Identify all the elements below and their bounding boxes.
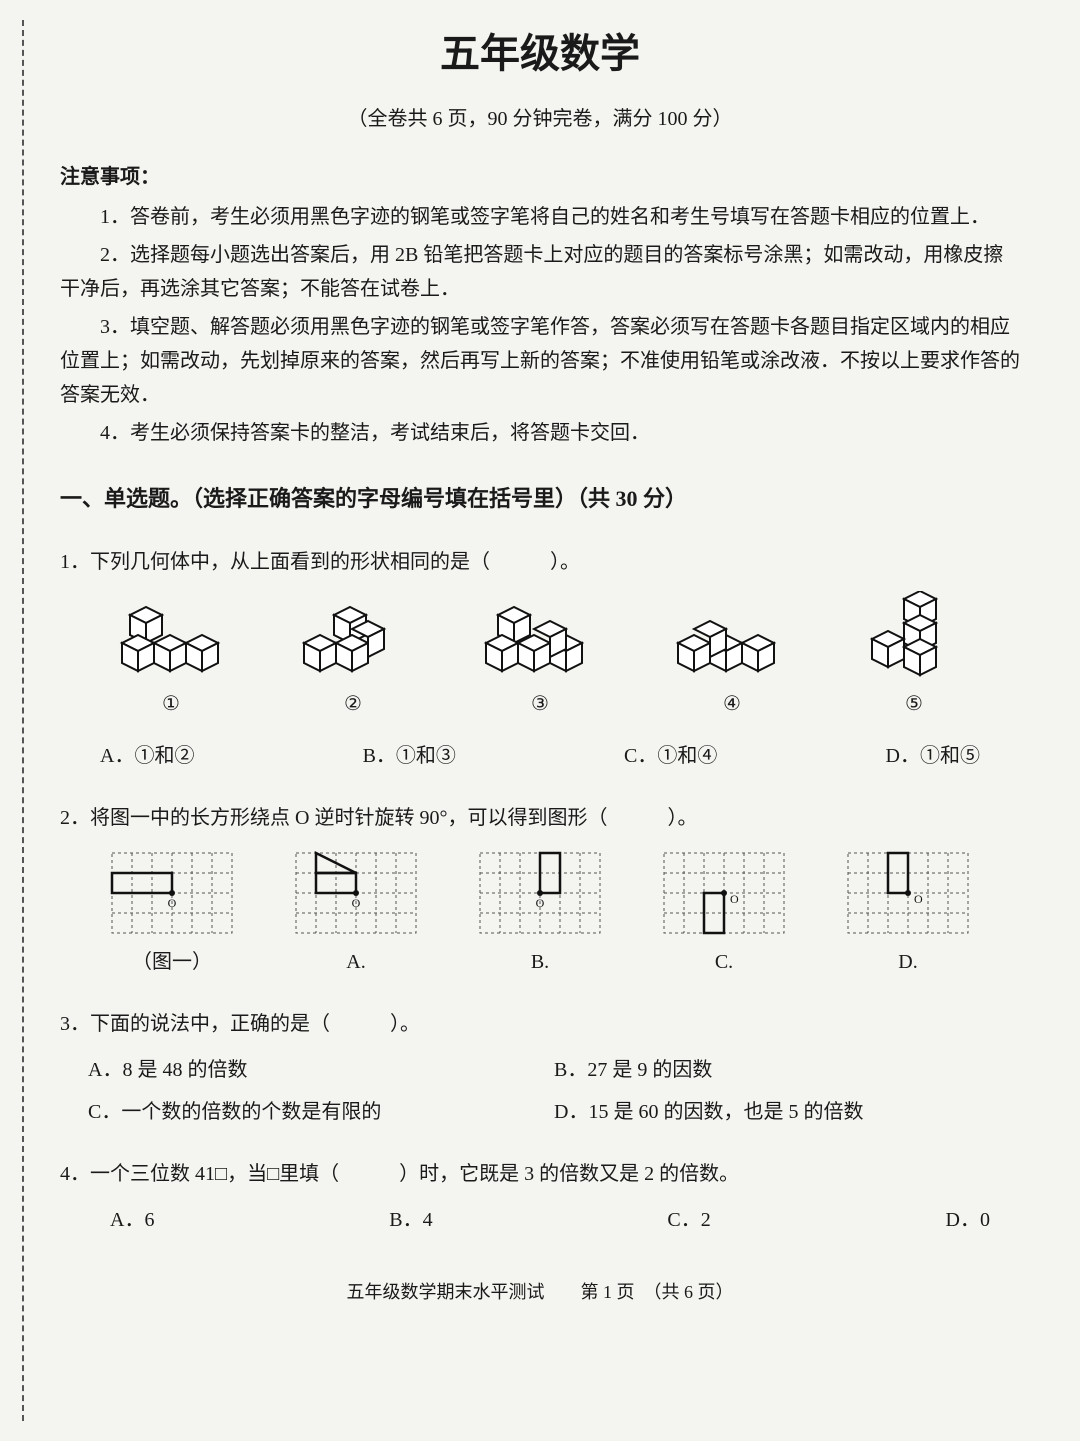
- svg-text:O: O: [536, 896, 545, 910]
- q2-figures-row: O （图一） O A.: [80, 847, 1000, 979]
- cube-shape-icon: [298, 601, 408, 681]
- q1-figure-label: ①: [162, 687, 180, 721]
- notice-item: 1．答卷前，考生必须用黑色字迹的钢笔或签字笔将自己的姓名和考生号填写在答题卡相应…: [60, 200, 1020, 234]
- q4-options: A．6 B．4 C．2 D．0: [60, 1203, 1020, 1237]
- grid-rotation-icon: O: [658, 847, 790, 939]
- q1-figures-row: ① ②: [80, 591, 1000, 721]
- q3-options: A．8 是 48 的倍数 B．27 是 9 的因数 C．一个数的倍数的个数是有限…: [60, 1053, 1020, 1129]
- q1-figure-3: ③: [480, 601, 600, 721]
- section-heading: 一、单选题。（选择正确答案的字母编号填在括号里）（共 30 分）: [60, 480, 1020, 517]
- q3-option-a: A．8 是 48 的倍数: [88, 1053, 554, 1087]
- q2-figure-c: O C.: [658, 847, 790, 979]
- q3-option-b: B．27 是 9 的因数: [554, 1053, 1020, 1087]
- page-title: 五年级数学: [60, 20, 1020, 88]
- q1-figure-label: ②: [344, 687, 362, 721]
- q1-figure-label: ④: [723, 687, 741, 721]
- q4-option-a: A．6: [110, 1203, 154, 1237]
- q1-figure-5: ⑤: [864, 591, 964, 721]
- q4-option-d: D．0: [946, 1203, 990, 1237]
- q2-figure-label: D.: [898, 945, 917, 979]
- q4-stem: 4．一个三位数 41□，当□里填（ ）时，它既是 3 的倍数又是 2 的倍数。: [60, 1157, 1020, 1191]
- notice-block: 注意事项： 1．答卷前，考生必须用黑色字迹的钢笔或签字笔将自己的姓名和考生号填写…: [60, 160, 1020, 450]
- page-subtitle: （全卷共 6 页，90 分钟完卷，满分 100 分）: [60, 102, 1020, 136]
- q2-stem: 2．将图一中的长方形绕点 O 逆时针旋转 90°，可以得到图形（ ）。: [60, 801, 1020, 835]
- q1-option-b: B．①和③: [363, 739, 456, 773]
- q1-stem: 1．下列几何体中，从上面看到的形状相同的是（ ）。: [60, 545, 1020, 579]
- cube-shape-icon: [116, 601, 226, 681]
- q4-option-b: B．4: [389, 1203, 432, 1237]
- q1-options: A．①和② B．①和③ C．①和④ D．①和⑤: [60, 739, 1020, 773]
- svg-text:O: O: [352, 896, 361, 910]
- q1-figure-4: ④: [672, 601, 792, 721]
- svg-text:O: O: [914, 892, 923, 906]
- page-footer: 五年级数学期末水平测试 第 1 页 （共 6 页）: [60, 1277, 1020, 1308]
- q1-option-c: C．①和④: [624, 739, 717, 773]
- notice-item: 2．选择题每小题选出答案后，用 2B 铅笔把答题卡上对应的题目的答案标号涂黑；如…: [60, 238, 1020, 306]
- q3-option-d: D．15 是 60 的因数，也是 5 的倍数: [554, 1095, 1020, 1129]
- q1-option-a: A．①和②: [100, 739, 194, 773]
- q2-figure-b: O B.: [474, 847, 606, 979]
- cube-shape-icon: [480, 601, 600, 681]
- q1-figure-label: ⑤: [905, 687, 923, 721]
- q4-option-c: C．2: [667, 1203, 710, 1237]
- q2-figure-label: B.: [531, 945, 549, 979]
- question-2: 2．将图一中的长方形绕点 O 逆时针旋转 90°，可以得到图形（ ）。 O （图…: [60, 801, 1020, 979]
- svg-text:O: O: [730, 892, 739, 906]
- q2-figure-d: O D.: [842, 847, 974, 979]
- q1-option-d: D．①和⑤: [886, 739, 980, 773]
- question-1: 1．下列几何体中，从上面看到的形状相同的是（ ）。 ①: [60, 545, 1020, 773]
- cube-shape-icon: [864, 591, 964, 681]
- grid-rotation-icon: O: [106, 847, 238, 939]
- svg-text:O: O: [168, 896, 177, 910]
- q1-figure-2: ②: [298, 601, 408, 721]
- q2-figure-label: A.: [346, 945, 365, 979]
- binding-edge: [22, 20, 24, 1421]
- q2-figure-label: C.: [715, 945, 733, 979]
- q3-option-c: C．一个数的倍数的个数是有限的: [88, 1095, 554, 1129]
- q2-figure-original: O （图一）: [106, 847, 238, 979]
- question-3: 3．下面的说法中，正确的是（ ）。 A．8 是 48 的倍数 B．27 是 9 …: [60, 1007, 1020, 1129]
- notice-item: 4．考生必须保持答案卡的整洁，考试结束后，将答题卡交回．: [60, 416, 1020, 450]
- grid-rotation-icon: O: [290, 847, 422, 939]
- q1-figure-label: ③: [531, 687, 549, 721]
- q3-stem: 3．下面的说法中，正确的是（ ）。: [60, 1007, 1020, 1041]
- q2-figure-a: O A.: [290, 847, 422, 979]
- q1-figure-1: ①: [116, 601, 226, 721]
- question-4: 4．一个三位数 41□，当□里填（ ）时，它既是 3 的倍数又是 2 的倍数。 …: [60, 1157, 1020, 1237]
- grid-rotation-icon: O: [842, 847, 974, 939]
- notice-heading: 注意事项：: [60, 160, 1020, 194]
- cube-shape-icon: [672, 601, 792, 681]
- q2-figure-label: （图一）: [132, 945, 212, 979]
- grid-rotation-icon: O: [474, 847, 606, 939]
- notice-item: 3．填空题、解答题必须用黑色字迹的钢笔或签字笔作答，答案必须写在答题卡各题目指定…: [60, 310, 1020, 412]
